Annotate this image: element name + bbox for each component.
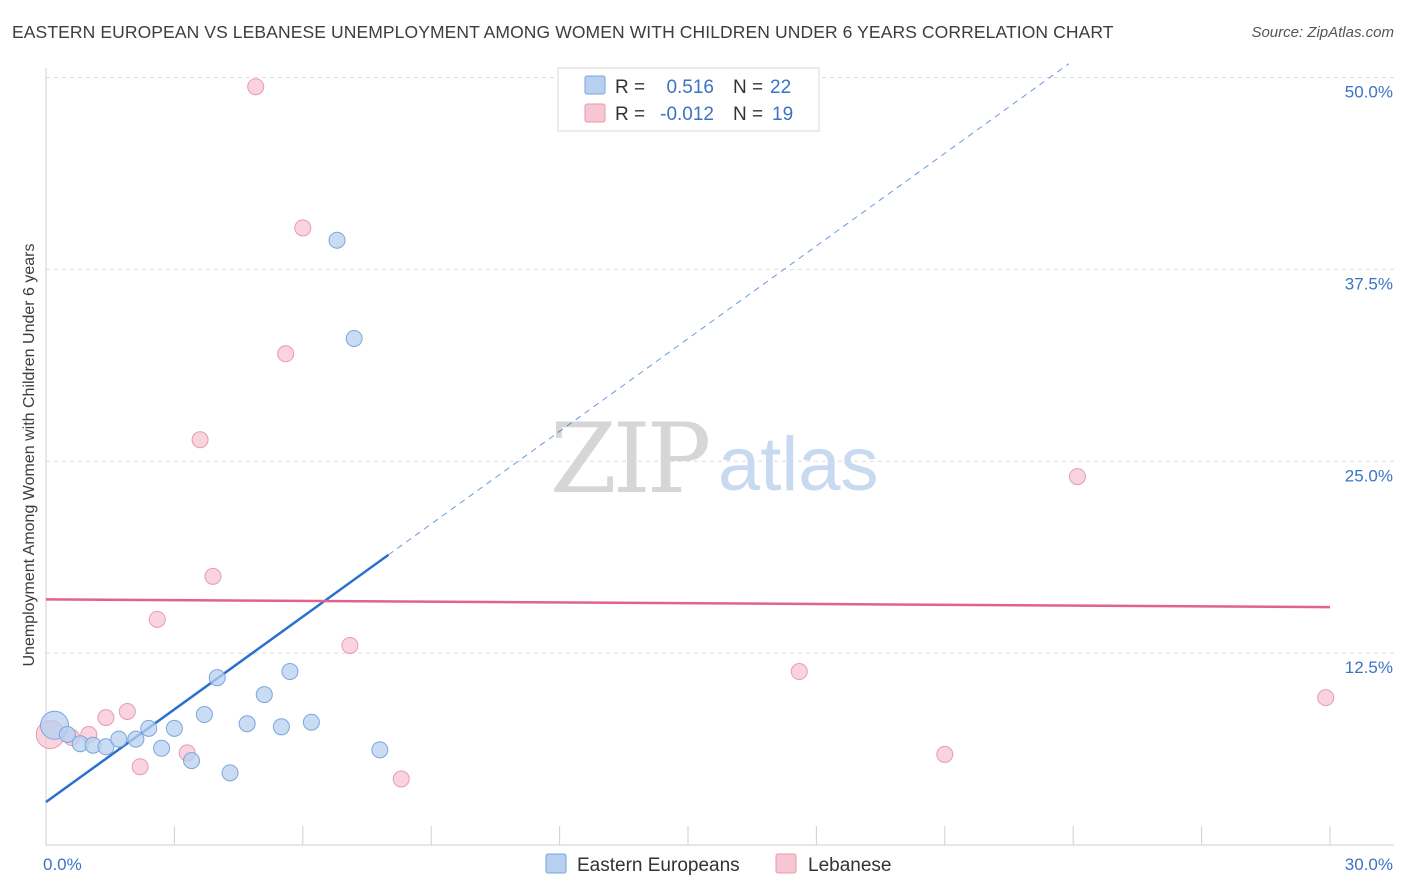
point-eastern-europeans-11 (195, 706, 213, 724)
point-eastern-europeans-20 (345, 329, 363, 347)
point-eastern-europeans-7 (140, 719, 158, 737)
x-tick-labels: 0.0% 30.0% (43, 855, 1393, 874)
stats-r-label-2: R = (615, 104, 645, 125)
point-lebanese-18 (1317, 689, 1335, 707)
point-lebanese-11 (277, 345, 295, 363)
stats-n-label-1: N = (733, 77, 763, 98)
point-eastern-europeans-13 (221, 764, 239, 782)
point-eastern-europeans-15 (255, 686, 273, 704)
y-axis-label: Unemployment Among Women with Children U… (21, 243, 38, 666)
point-lebanese-14 (392, 770, 410, 788)
stats-legend: R = 0.516 N = 22 R = -0.012 N = 19 (557, 67, 820, 132)
x-tick-label-1: 30.0% (1345, 855, 1393, 874)
stats-swatch-eastern-europeans (584, 75, 606, 95)
stats-r-label-1: R = (615, 77, 645, 98)
stats-n-value-2: 19 (772, 104, 793, 125)
point-lebanese-4 (118, 702, 136, 720)
point-lebanese-17 (1068, 468, 1086, 486)
y-tick-labels: 12.5% 25.0% 37.5% 50.0% (1345, 83, 1393, 678)
point-eastern-europeans-9 (165, 719, 183, 737)
point-lebanese-9 (204, 567, 222, 585)
point-eastern-europeans-18 (302, 713, 320, 731)
trend-lebanese (45, 598, 1331, 609)
y-tick-label-3: 50.0% (1345, 83, 1393, 102)
point-lebanese-5 (131, 758, 149, 776)
chart-title: EASTERN EUROPEAN VS LEBANESE UNEMPLOYMEN… (12, 22, 1114, 42)
point-lebanese-10 (247, 78, 265, 96)
point-eastern-europeans-19 (328, 231, 346, 249)
point-lebanese-12 (294, 219, 312, 237)
trend-eastern-europeans-dashed (388, 63, 1070, 556)
point-eastern-europeans-8 (153, 739, 171, 757)
series-legend: Eastern Europeans Lebanese (545, 853, 891, 876)
point-lebanese-16 (936, 745, 954, 763)
stats-n-value-1: 22 (770, 77, 791, 98)
y-tick-label-1: 25.0% (1345, 466, 1393, 485)
x-tick-label-0: 0.0% (43, 855, 82, 874)
stats-r-value-2: -0.012 (660, 104, 714, 125)
point-lebanese-6 (148, 610, 166, 628)
point-eastern-europeans-10 (183, 752, 201, 770)
stats-r-value-1: 0.516 (666, 77, 714, 98)
point-eastern-europeans-6 (127, 730, 145, 748)
watermark-zip: ZIP (550, 403, 709, 515)
stats-n-label-2: N = (733, 104, 763, 125)
y-tick-label-0: 12.5% (1345, 658, 1393, 677)
point-eastern-europeans-17 (281, 663, 299, 681)
grid-lines (46, 77, 1394, 654)
data-points (35, 78, 1335, 788)
point-eastern-europeans-1 (58, 725, 76, 743)
y-tick-label-2: 37.5% (1345, 274, 1393, 293)
source-label: Source: ZipAtlas.com (1251, 24, 1394, 41)
axes (45, 68, 1394, 846)
legend-swatch-eastern-europeans (545, 853, 567, 874)
legend-swatch-lebanese (775, 853, 797, 874)
watermark-atlas: atlas (718, 422, 879, 507)
point-eastern-europeans-14 (238, 715, 256, 733)
stats-swatch-lebanese (584, 103, 606, 123)
point-eastern-europeans-16 (272, 718, 290, 736)
point-eastern-europeans-4 (97, 738, 115, 756)
point-lebanese-3 (97, 709, 115, 727)
point-eastern-europeans-5 (110, 730, 128, 748)
watermark: ZIP atlas (550, 403, 879, 515)
point-lebanese-8 (191, 431, 209, 449)
point-lebanese-13 (341, 636, 359, 654)
point-lebanese-15 (790, 663, 808, 681)
legend-label-lebanese: Lebanese (808, 855, 891, 876)
point-eastern-europeans-21 (371, 741, 389, 759)
legend-label-eastern-europeans: Eastern Europeans (577, 855, 740, 876)
point-eastern-europeans-12 (208, 669, 226, 687)
